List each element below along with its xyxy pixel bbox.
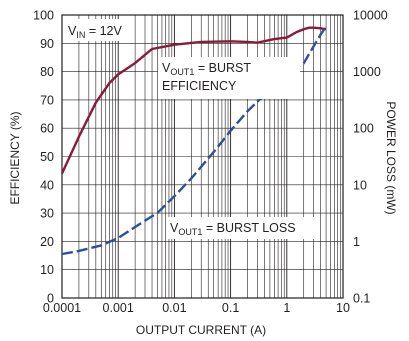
efficiency-line	[60, 26, 327, 175]
y-tick-label: 10	[40, 263, 54, 277]
series-layer	[60, 25, 328, 256]
x-tick-label: 0.001	[103, 301, 134, 315]
y2-axis-title: POWER LOSS (mW)	[384, 101, 398, 214]
y-tick-label: 50	[40, 150, 54, 164]
tick-labels: 0.0001 0.001 0.01 0.1 1 100102030405060708090…	[33, 9, 388, 316]
y-tick-label: 40	[40, 178, 54, 192]
efficiency-annotation: VOUT1 = BURST EFFICIENCY	[158, 57, 300, 99]
x-tick-label: 0.1	[222, 301, 239, 315]
loss-annotation: VOUT1 = BURST LOSS	[166, 217, 314, 239]
grid	[62, 15, 343, 298]
y2-tick-label: 10	[353, 178, 367, 192]
y-tick-label: 0	[47, 292, 54, 306]
y-tick-label: 20	[40, 235, 54, 249]
efficiency-series-label-line2: EFFICIENCY	[162, 79, 237, 93]
x-tick-label: 0.01	[162, 301, 186, 315]
y-tick-label: 90	[40, 37, 54, 51]
plot-frame	[61, 14, 344, 299]
y2-tick-label: 100	[353, 122, 374, 136]
x-tick-label: 1	[283, 301, 290, 315]
y-tick-label: 80	[40, 65, 54, 79]
y-tick-label: 30	[40, 207, 54, 221]
vin-label: VIN = 12V	[68, 24, 122, 40]
y-axis-title: EFFICIENCY (%)	[8, 111, 22, 204]
x-axis-title: OUTPUT CURRENT (A)	[136, 323, 266, 337]
y2-tick-label: 0.1	[353, 292, 370, 306]
y-tick-label: 60	[40, 122, 54, 136]
y-tick-label: 70	[40, 93, 54, 107]
efficiency-series-label: VOUT1 = BURST	[162, 61, 251, 77]
x-tick-label: 10	[336, 301, 350, 315]
loss-series-label: VOUT1 = BURST LOSS	[170, 221, 296, 237]
y2-tick-label: 1000	[353, 65, 381, 79]
power-loss-line	[61, 25, 328, 256]
y-tick-label: 100	[33, 9, 54, 23]
x-tick-label: 0.0001	[43, 301, 81, 315]
y2-tick-label: 10000	[353, 9, 388, 23]
y2-tick-label: 1	[353, 235, 360, 249]
vin-annotation: VIN = 12V	[64, 19, 132, 41]
